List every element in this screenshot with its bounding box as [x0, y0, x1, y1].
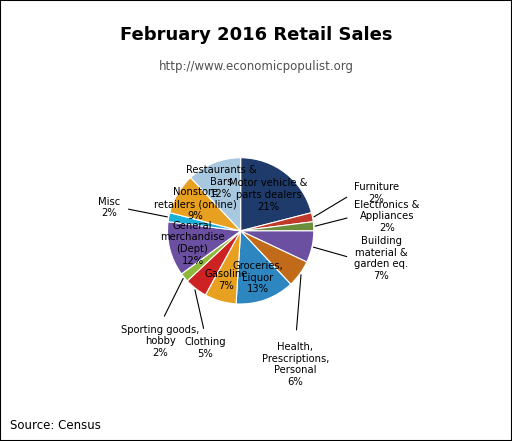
Wedge shape	[167, 222, 241, 274]
Text: Misc
2%: Misc 2%	[98, 197, 120, 218]
Wedge shape	[205, 231, 241, 304]
Text: Electronics &
Appliances
2%: Electronics & Appliances 2%	[354, 200, 419, 233]
Text: Motor vehicle &
parts dealers
21%: Motor vehicle & parts dealers 21%	[229, 179, 308, 212]
Text: Source: Census: Source: Census	[10, 419, 101, 432]
Wedge shape	[241, 213, 313, 231]
Wedge shape	[241, 231, 307, 284]
Text: Furniture
2%: Furniture 2%	[354, 182, 399, 204]
Text: http://www.economicpopulist.org: http://www.economicpopulist.org	[159, 60, 353, 72]
Wedge shape	[187, 231, 241, 295]
Text: Nonstore
retailers (online)
9%: Nonstore retailers (online) 9%	[154, 187, 237, 220]
Text: Groceries,
Liquor
13%: Groceries, Liquor 13%	[232, 261, 283, 294]
Text: Gasoline
7%: Gasoline 7%	[205, 269, 248, 291]
Wedge shape	[170, 178, 241, 231]
Text: Building
material &
garden eq.
7%: Building material & garden eq. 7%	[354, 236, 408, 281]
Text: General
merchandise
(Dept)
12%: General merchandise (Dept) 12%	[160, 221, 225, 265]
Text: Restaurants &
Bars
12%: Restaurants & Bars 12%	[186, 165, 257, 198]
Wedge shape	[241, 222, 314, 231]
Wedge shape	[241, 158, 311, 231]
Wedge shape	[181, 231, 241, 281]
Wedge shape	[241, 231, 314, 262]
Wedge shape	[168, 213, 241, 231]
Wedge shape	[236, 231, 291, 304]
Text: February 2016 Retail Sales: February 2016 Retail Sales	[120, 26, 392, 45]
Text: Sporting goods,
hobby
2%: Sporting goods, hobby 2%	[121, 325, 199, 358]
Wedge shape	[190, 158, 241, 231]
Text: Health,
Prescriptions,
Personal
6%: Health, Prescriptions, Personal 6%	[262, 342, 329, 387]
Text: Clothing
5%: Clothing 5%	[185, 337, 226, 359]
